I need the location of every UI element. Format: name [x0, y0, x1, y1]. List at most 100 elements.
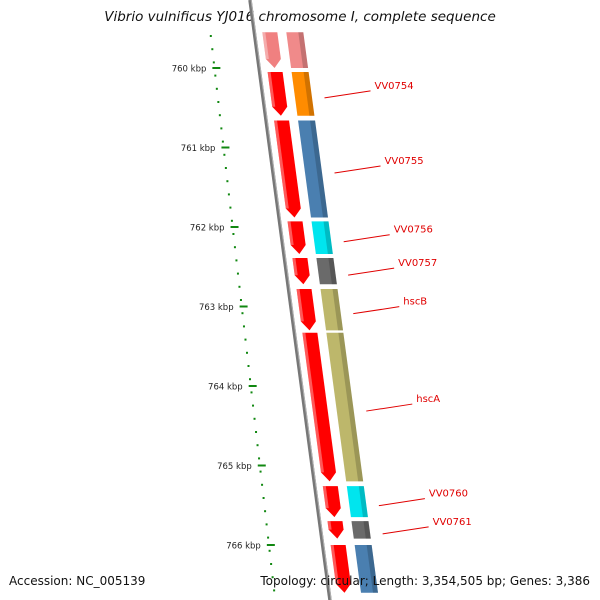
- cds-arrow: [267, 71, 288, 116]
- ruler-dot: [270, 563, 273, 565]
- gene-label: VV0755: [385, 156, 424, 167]
- chromosome-backbone-highlight: [250, 0, 332, 600]
- ruler-dot: [245, 351, 248, 354]
- cds-arrow: [322, 486, 341, 518]
- ruler-dot: [218, 114, 221, 117]
- gene-label-leader: [366, 403, 413, 412]
- gene-label: VV0761: [433, 517, 472, 528]
- cds-arrow: [296, 289, 316, 331]
- genome-summary-text: Topology: circular; Length: 3,354,505 bp…: [260, 574, 590, 588]
- ruler-dot: [261, 483, 264, 486]
- ruler-tick-label: 763 kbp: [199, 303, 234, 313]
- ruler-dot: [230, 219, 233, 222]
- ruler-tick-label: 765 kbp: [217, 462, 252, 472]
- ruler-dot: [255, 431, 258, 433]
- gene-bar-shade: [310, 120, 328, 218]
- ruler-dot: [232, 233, 235, 235]
- ruler-dot: [214, 74, 217, 77]
- backbone-track: [248, 0, 332, 600]
- ruler-dot: [258, 457, 261, 460]
- gene-bar: [326, 332, 364, 482]
- cds-arrow-shine: [292, 258, 298, 276]
- ruler-dot: [211, 48, 214, 51]
- ruler-dot: [271, 576, 274, 579]
- ruler-dot: [229, 206, 232, 209]
- cds-arrow-shine: [274, 120, 289, 209]
- cds-arrow: [330, 545, 351, 593]
- cds-arrow: [287, 221, 306, 255]
- gene-bar-shade: [363, 521, 371, 539]
- gene-bar: [311, 221, 333, 255]
- cds-arrow: [327, 521, 344, 539]
- ruler-dot: [273, 589, 276, 592]
- ruler-dot: [212, 61, 215, 64]
- ruler-dot: [220, 127, 223, 130]
- cds-arrow-shine: [267, 71, 276, 107]
- ruler-dot: [242, 325, 245, 328]
- gene-label-layer: VV0754 VV0755 VV0756 VV0757 hscB hscA VV0760 VV…: [324, 81, 472, 535]
- cds-arrow-shine: [302, 332, 324, 473]
- cds-arrow-shine: [262, 32, 269, 59]
- cds-arrow: [292, 258, 310, 285]
- ruler-dot: [249, 378, 252, 381]
- gene-bar-shade: [303, 71, 315, 116]
- ruler-tick-label: 764 kbp: [208, 383, 243, 393]
- gene-bar-shade: [338, 332, 364, 482]
- gene-bar-shade: [332, 289, 344, 331]
- ruler-dot: [265, 523, 268, 526]
- ruler-dot: [238, 285, 241, 288]
- gene-bar-shade: [328, 258, 337, 285]
- ruler-dot: [236, 272, 239, 275]
- ruler-dot: [227, 193, 230, 196]
- ruler-dot: [247, 365, 250, 367]
- ruler-dot: [252, 404, 255, 407]
- gene-track: [286, 32, 379, 593]
- ruler-tick-label: 762 kbp: [190, 224, 225, 234]
- gene-bar: [351, 521, 371, 539]
- ruler-dot: [221, 140, 224, 143]
- ruler-dot: [241, 312, 244, 315]
- gene-label-leader: [324, 90, 371, 99]
- cds-arrow: [262, 32, 281, 68]
- ruler-dot: [226, 180, 229, 183]
- cds-arrow-shine: [296, 289, 304, 322]
- cds-arrow: [302, 332, 336, 482]
- ruler-dot: [239, 299, 242, 301]
- ruler-dot: [262, 497, 265, 499]
- ruler-track: 760 kbp 761 kbp 762 kbp 763 kbp 764 kbp 765 k…: [172, 35, 276, 592]
- chromosome-backbone: [248, 0, 332, 600]
- cds-arrow: [274, 120, 301, 218]
- gene-label-leader: [378, 498, 425, 507]
- ruler-dot: [256, 444, 259, 447]
- gene-bar: [298, 120, 328, 218]
- gene-bar-shade: [298, 32, 309, 68]
- accession-text: Accession: NC_005139: [9, 574, 146, 588]
- ruler-dot: [268, 549, 271, 552]
- ruler-dot: [217, 101, 220, 103]
- gene-bar-shade: [366, 545, 379, 593]
- gene-label: VV0760: [429, 489, 468, 500]
- gene-label: VV0754: [375, 81, 414, 92]
- ruler-dot: [233, 246, 236, 249]
- ruler-dot: [267, 536, 270, 539]
- ruler-tick-label: 766 kbp: [226, 542, 261, 552]
- gene-label-leader: [353, 306, 400, 315]
- gene-bar: [291, 71, 315, 116]
- gene-label: VV0756: [394, 225, 433, 236]
- gene-bar-shade: [323, 221, 333, 255]
- ruler-dot: [253, 417, 256, 420]
- ruler-dot: [235, 259, 238, 262]
- gene-label-leader: [382, 526, 429, 535]
- cds-arrow-shine: [287, 221, 294, 246]
- ruler-dot: [250, 391, 253, 394]
- gene-label: hscA: [416, 394, 440, 405]
- ruler-tick-label: 761 kbp: [181, 144, 216, 154]
- gene-label-leader: [343, 234, 390, 243]
- gene-label-leader: [334, 165, 381, 174]
- ruler-dot: [223, 153, 226, 156]
- cds-arrow-shine: [330, 545, 339, 584]
- cds-arrow-shine: [322, 486, 329, 509]
- ruler-dot: [264, 510, 267, 513]
- gene-label-leader: [348, 267, 395, 276]
